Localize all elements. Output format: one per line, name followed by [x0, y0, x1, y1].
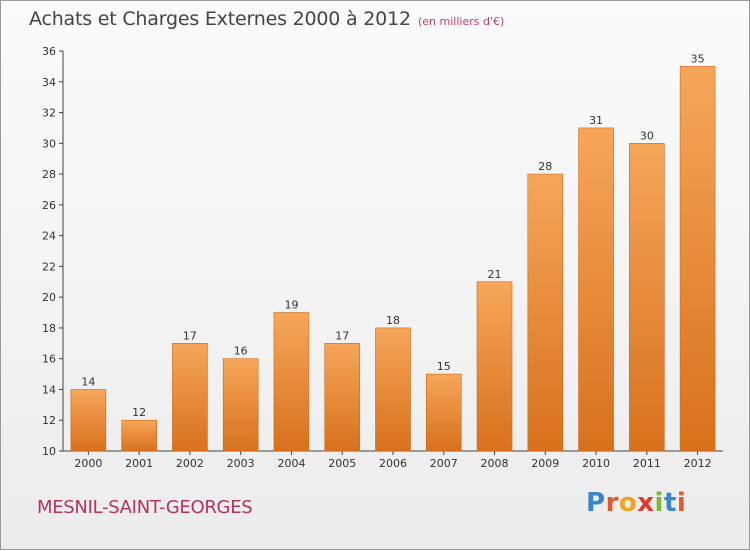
- y-tick-label: 24: [42, 230, 56, 243]
- x-tick-label: 2010: [582, 457, 610, 470]
- data-label: 15: [437, 360, 451, 373]
- data-label: 19: [284, 299, 298, 312]
- data-label: 31: [589, 114, 603, 127]
- bar: [222, 358, 259, 452]
- y-tick-label: 10: [42, 445, 56, 458]
- x-tick-label: 2011: [633, 457, 661, 470]
- bar: [425, 373, 462, 452]
- x-tick-label: 2002: [176, 457, 204, 470]
- x-tick-label: 2008: [481, 457, 509, 470]
- chart-title: Achats et Charges Externes 2000 à 2012: [29, 8, 411, 30]
- x-tick-label: 2003: [227, 457, 255, 470]
- logo-letter: x: [637, 488, 655, 518]
- chart-bars: [70, 66, 716, 452]
- data-label: 21: [488, 268, 502, 281]
- logo-letter: r: [605, 488, 619, 518]
- x-tick-label: 2006: [379, 457, 407, 470]
- bar: [273, 312, 310, 452]
- logo-letter: o: [618, 488, 638, 518]
- bar: [324, 343, 361, 452]
- y-tick-label: 34: [42, 76, 56, 89]
- data-label: 12: [132, 406, 146, 419]
- y-tick-label: 16: [42, 353, 56, 366]
- data-label: 35: [691, 52, 705, 65]
- data-label: 16: [234, 345, 248, 358]
- x-tick-label: 2007: [430, 457, 458, 470]
- bar: [578, 127, 614, 452]
- proxiti-logo: Proxiti: [586, 488, 686, 518]
- bar: [121, 419, 157, 452]
- data-label: 28: [538, 160, 552, 173]
- y-tick-label: 20: [42, 291, 56, 304]
- x-tick-label: 2000: [74, 457, 102, 470]
- y-tick-label: 28: [42, 168, 56, 181]
- y-tick-label: 30: [42, 137, 56, 150]
- x-tick-label: 2001: [125, 457, 153, 470]
- y-tick-label: 14: [42, 383, 56, 396]
- y-tick-label: 36: [42, 45, 56, 58]
- data-label: 17: [183, 329, 197, 342]
- bar: [679, 66, 716, 452]
- y-tick-label: 32: [42, 107, 56, 120]
- y-tick-label: 18: [42, 322, 56, 335]
- y-tick-label: 12: [42, 414, 56, 427]
- x-tick-label: 2012: [684, 457, 712, 470]
- bar: [629, 143, 665, 452]
- data-label: 17: [335, 329, 349, 342]
- data-label: 14: [81, 375, 95, 388]
- y-tick-label: 22: [42, 260, 56, 273]
- data-label: 18: [386, 314, 400, 327]
- logo-letter: t: [663, 488, 677, 518]
- commune-name: MESNIL-SAINT-GEORGES: [37, 497, 253, 518]
- bar: [476, 281, 513, 452]
- bar: [172, 343, 208, 452]
- x-tick-label: 2009: [531, 457, 559, 470]
- bar: [527, 173, 564, 452]
- bar: [70, 389, 107, 452]
- x-tick-label: 2004: [277, 457, 305, 470]
- chart-unit: (en milliers d'€): [418, 15, 505, 28]
- x-tick-label: 2005: [328, 457, 356, 470]
- data-label: 30: [640, 129, 654, 142]
- logo-letter: P: [586, 488, 606, 518]
- logo-letter: i: [676, 488, 687, 518]
- logo-letter: i: [654, 488, 664, 518]
- bar: [375, 327, 411, 452]
- y-tick-label: 26: [42, 199, 56, 212]
- chart-labels: 14 12 17 16 19 17 18 15 21 28 31 30 35: [81, 52, 704, 419]
